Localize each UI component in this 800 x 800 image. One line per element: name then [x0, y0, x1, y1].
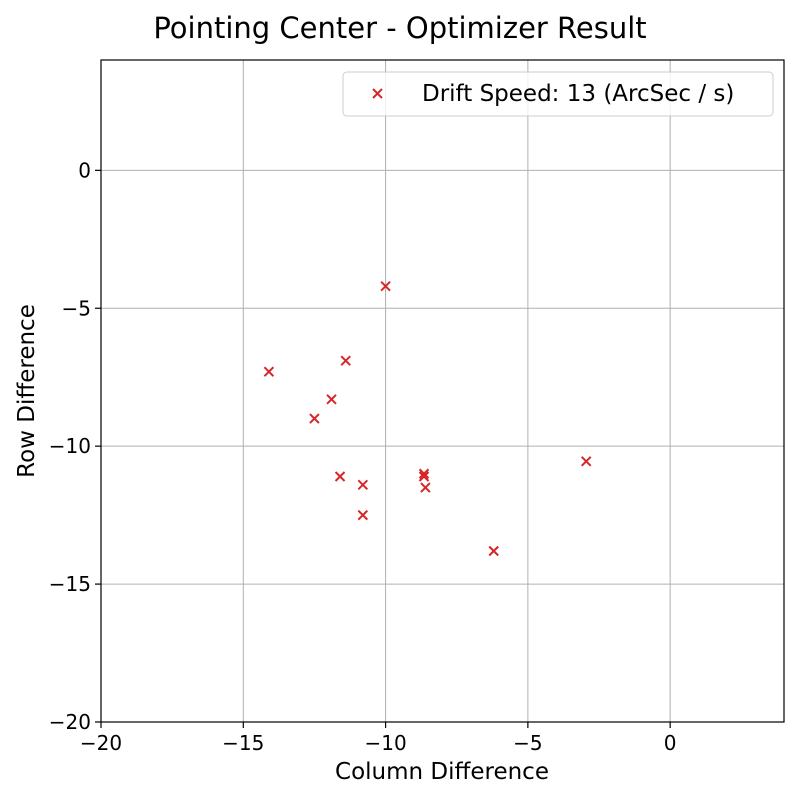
legend-label: Drift Speed: 13 (ArcSec / s) — [422, 81, 734, 107]
data-point — [380, 280, 391, 292]
data-point — [334, 471, 346, 482]
data-point — [340, 355, 351, 366]
legend: Drift Speed: 13 (ArcSec / s) — [342, 71, 774, 117]
y-tick-label: −10 — [49, 434, 91, 458]
x-tick-label: −15 — [222, 731, 264, 755]
data-point — [263, 366, 275, 377]
x-tick-label: −5 — [513, 731, 542, 755]
y-tick-label: −20 — [49, 710, 91, 734]
data-point — [420, 482, 431, 493]
axis-ticks: −20 −15 −10 −5 0 −20 −15 −10 −5 0 — [49, 158, 677, 755]
data-point — [581, 456, 592, 467]
data-point — [309, 413, 320, 424]
data-point — [357, 479, 369, 490]
data-point — [418, 468, 430, 479]
x-tick-label: 0 — [664, 731, 677, 755]
y-tick-label: −15 — [49, 572, 91, 596]
data-point — [418, 471, 430, 482]
legend-marker-x-icon — [372, 88, 383, 99]
data-point — [326, 394, 337, 405]
plot-frame — [100, 59, 785, 723]
y-tick-label: −5 — [62, 296, 91, 320]
x-tick-label: −10 — [364, 731, 406, 755]
legend-box — [342, 71, 774, 117]
y-tick-label: 0 — [78, 158, 91, 182]
data-point — [357, 509, 369, 521]
x-axis-title: Column Difference — [335, 759, 549, 785]
data-points — [263, 280, 592, 557]
y-axis-title: Row Difference — [14, 304, 40, 478]
x-tick-label: −20 — [80, 731, 122, 755]
chart-title: Pointing Center - Optimizer Result — [153, 11, 646, 45]
data-point — [488, 545, 499, 557]
